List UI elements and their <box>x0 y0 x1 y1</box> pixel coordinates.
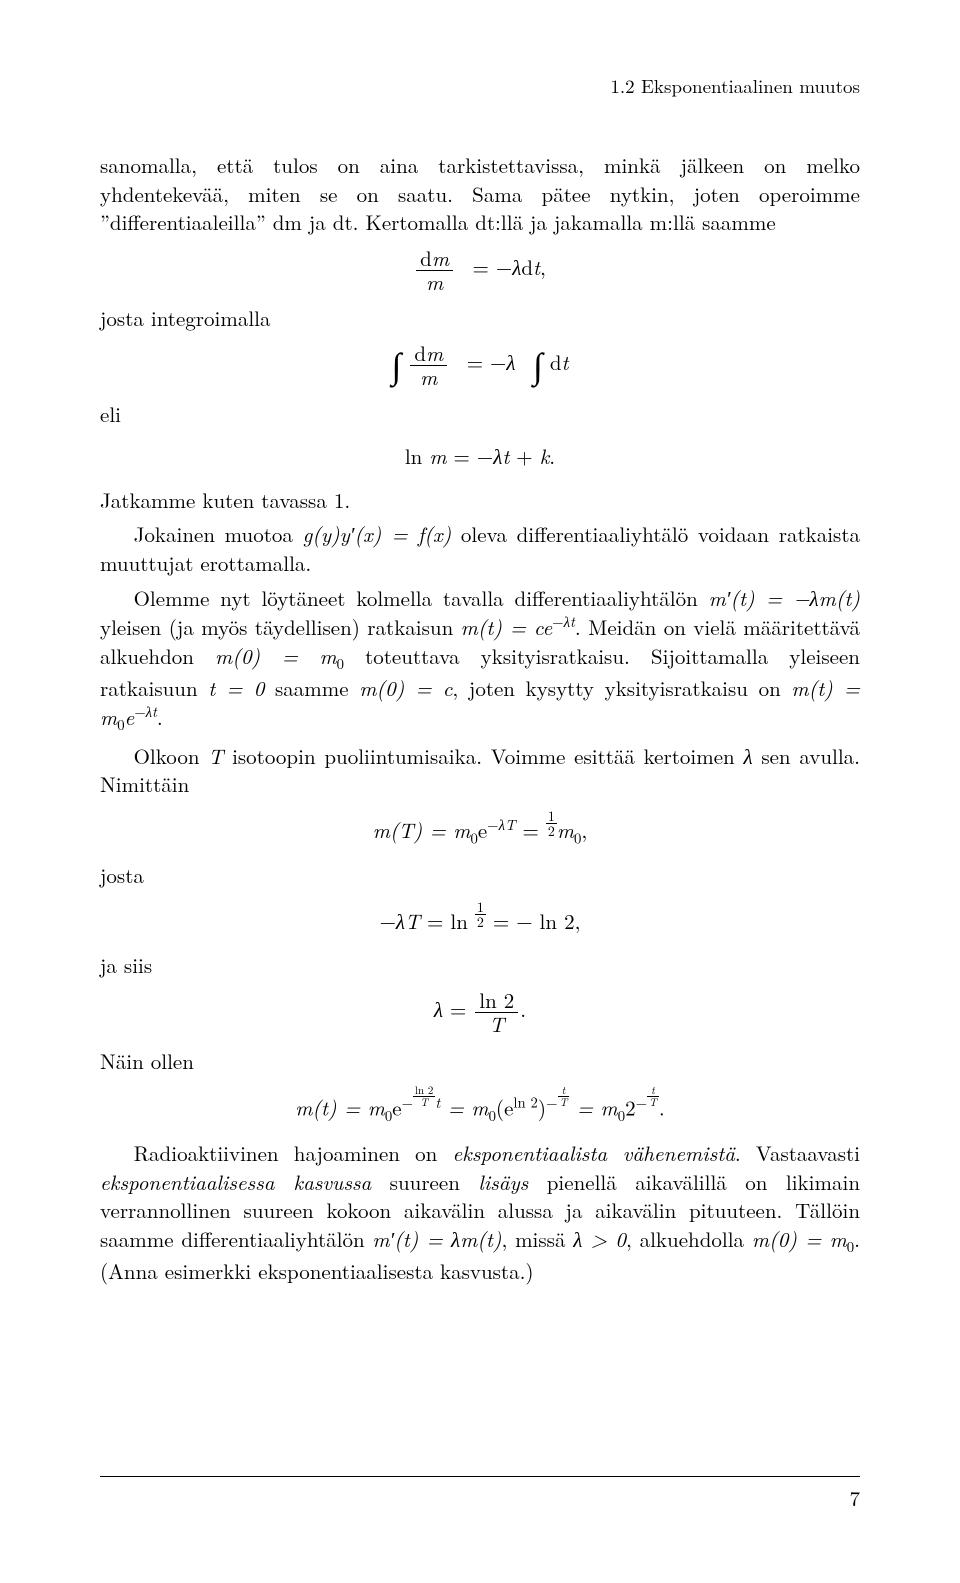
equation-3: ln m = −λt + k. <box>100 438 860 476</box>
page: 1.2 Eksponentiaalinen muutos sanomalla, … <box>0 0 960 1583</box>
lead-jasiis: ja siis <box>100 951 860 980</box>
eq7-e: ) <box>538 1093 546 1123</box>
eq4-b: e <box>478 815 487 845</box>
eq4-d: m <box>557 815 574 845</box>
eq7-exp2: ln 2 <box>513 1092 537 1113</box>
p3c-m1: m(0) = m <box>215 641 337 671</box>
equation-7: m(t) = m0e−ln 2Tt = m0(eln 2)−tT = m02−t… <box>100 1085 860 1129</box>
p5-em2: eksponentiaalisessa kasvussa <box>100 1167 371 1197</box>
eq6-a: λ <box>434 994 443 1024</box>
paragraph-5: Radioaktiivinen hajoaminen on eksponenti… <box>100 1139 860 1285</box>
p5e-m1: λ > 0 <box>573 1224 626 1254</box>
int-icon: ∫ <box>391 348 401 380</box>
eq6-frac: ln 2T <box>475 989 518 1036</box>
eq5-a: −λT = ln <box>380 906 475 936</box>
eq5-half: 12 <box>475 900 486 929</box>
eq1-den: m <box>416 271 453 294</box>
p3a-m1: m′(t) = −λm(t) <box>709 583 860 613</box>
paragraph-2b: Jokainen muotoa g(y)y′(x) = f(x) oleva d… <box>100 520 860 577</box>
p2a: Jatkamme kuten tavassa 1. <box>100 485 350 515</box>
equation-4: m(T) = m0e−λT = 12m0, <box>100 809 860 852</box>
p5d-m1: m′(t) = λm(t) <box>372 1224 501 1254</box>
lead-integroimalla: josta integroimalla <box>100 304 860 333</box>
p5b: . Vastaavasti <box>735 1138 860 1168</box>
p3f-exp: −λt <box>134 701 157 722</box>
paragraph-1: sanomalla, että tulos on aina tarkistett… <box>100 151 860 237</box>
int-icon-2: ∫ <box>533 348 543 380</box>
p2b-prefix: Jokainen muotoa <box>134 519 303 549</box>
p5f-m1a: m(0) = m <box>752 1224 847 1254</box>
lead-josta: josta <box>100 861 860 890</box>
equation-2: ∫ dm m = −λ ∫ dt <box>100 342 860 389</box>
equation-5: −λT = ln 12 = − ln 2, <box>100 900 860 941</box>
eq7-exp3: −tT <box>546 1092 569 1113</box>
paragraph-3: Olemme nyt löytäneet kolmella tavalla di… <box>100 584 860 736</box>
eq6-eq: = <box>443 994 473 1024</box>
eq4-a: m(T) = m <box>373 815 471 845</box>
p3b-exp: −λt <box>552 611 575 632</box>
page-footer: 7 <box>100 1476 860 1513</box>
eq7-c: = m <box>440 1093 488 1123</box>
eq7-f: = m <box>569 1093 617 1123</box>
eq7-h: . <box>659 1093 665 1123</box>
p5c: suureen <box>371 1167 478 1197</box>
p5-em3: lisäys <box>478 1167 528 1197</box>
p5e: , missä <box>501 1224 573 1254</box>
eq7-s3: 0 <box>618 1105 625 1126</box>
eq4-c: = <box>516 815 546 845</box>
eq7-s2: 0 <box>489 1105 496 1126</box>
p3b: yleisen (ja myös täydellisen) ratkaisun <box>100 612 461 642</box>
eq2-mid: = −λ <box>456 348 526 378</box>
eq7-g: 2 <box>625 1093 636 1123</box>
p3b-m1: m(t) = ce <box>461 612 553 642</box>
p5a: Radioaktiivinen hajoaminen on <box>134 1138 453 1168</box>
paragraph-2: Jatkamme kuten tavassa 1. <box>100 486 860 515</box>
eq7-b: e <box>392 1093 401 1123</box>
p5f: , alkuehdolla <box>626 1224 752 1254</box>
p3f-m1b: e <box>125 702 135 732</box>
eq6-b: . <box>520 994 526 1024</box>
p5-em1: eksponentiaalista vähenemistä <box>453 1138 735 1168</box>
p3d-m1: t = 0 <box>208 673 264 703</box>
p4b: isotoopin puoliintumisaika. Voimme esitt… <box>223 741 743 771</box>
eq5-b: = − ln 2, <box>486 906 581 936</box>
eq7-exp1: −ln 2Tt <box>402 1092 441 1113</box>
p3g: . <box>157 702 163 732</box>
eq6-den: T <box>475 1013 518 1036</box>
p3f-sub: 0 <box>117 715 124 736</box>
p4a-m1: T <box>208 741 223 771</box>
page-number: 7 <box>100 1483 860 1513</box>
p3e: saamme <box>264 673 359 703</box>
p3e-m1: m(0) = c <box>359 673 452 703</box>
equation-1: dm m = −λdt, <box>100 247 860 294</box>
eq7-a: m(t) = m <box>295 1093 385 1123</box>
p4a: Olkoon <box>134 741 209 771</box>
eq4-sub: 0 <box>470 827 477 848</box>
p2b-math: g(y)y′(x) = f(x) <box>303 519 452 549</box>
paragraph-4: Olkoon T isotoopin puoliintumisaika. Voi… <box>100 742 860 799</box>
eq1-frac: dm m <box>416 247 453 294</box>
p3a: Olemme nyt löytäneet kolmella tavalla di… <box>134 583 709 613</box>
eq2-den: m <box>410 366 447 389</box>
equation-6: λ = ln 2T. <box>100 989 860 1036</box>
lead-eli: eli <box>100 400 860 429</box>
eq2-rhs: dt <box>550 348 569 378</box>
p1-text: sanomalla, että tulos on aina tarkistett… <box>100 150 860 237</box>
p3c-sub: 0 <box>337 653 344 674</box>
eq3-text: ln m = −λt + k. <box>405 441 555 471</box>
p3f: , joten kysytty yksityisratkaisu on <box>452 673 791 703</box>
eq4-half: 12 <box>546 809 557 838</box>
eq7-d: (e <box>496 1093 514 1123</box>
eq4-exp: −λT <box>487 814 515 835</box>
eq1-rhs: = −λdt, <box>462 252 546 282</box>
eq2-frac: dm m <box>410 342 447 389</box>
p4b-m1: λ <box>743 741 752 771</box>
running-head: 1.2 Eksponentiaalinen muutos <box>100 72 860 99</box>
footer-rule <box>100 1476 860 1477</box>
lead-nainollen: Näin ollen <box>100 1047 860 1076</box>
eq7-exp4: −tT <box>636 1092 659 1113</box>
eq4-e: , <box>581 815 587 845</box>
